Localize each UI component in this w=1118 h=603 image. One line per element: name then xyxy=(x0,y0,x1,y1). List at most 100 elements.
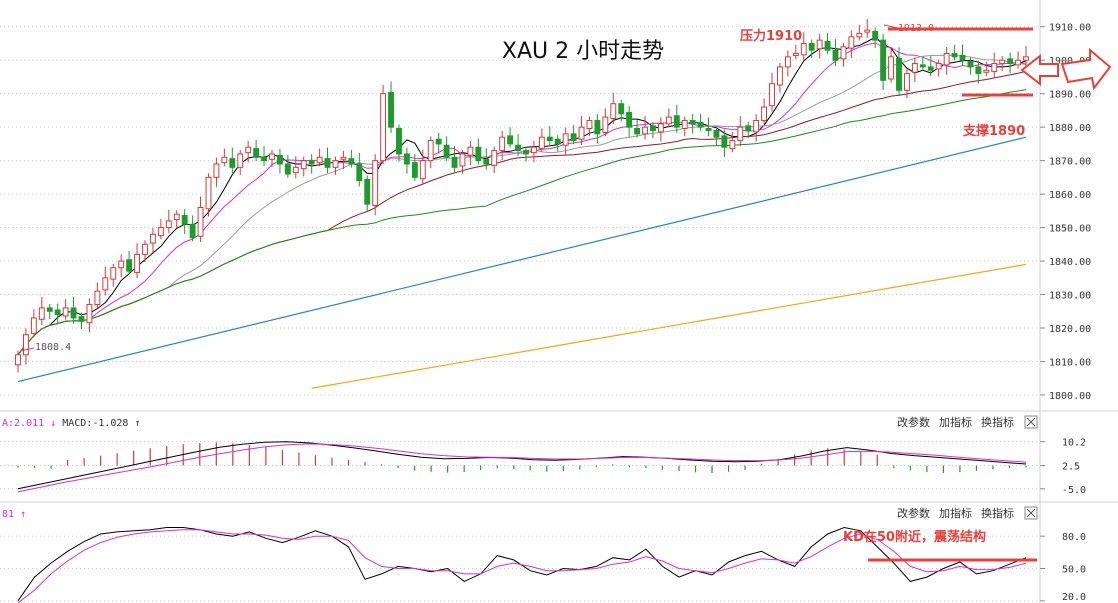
candlestick xyxy=(777,62,783,93)
candle-body xyxy=(729,140,736,150)
candle-body xyxy=(94,290,101,306)
main-tick-label: 1880.00 xyxy=(1049,123,1091,134)
low-marker-arrow xyxy=(19,347,35,352)
macd-value-label: MACD:-1.028 xyxy=(62,418,128,429)
candle-body xyxy=(475,146,482,162)
candlestick xyxy=(650,121,656,139)
candlestick xyxy=(126,251,133,275)
candle-body xyxy=(983,69,990,73)
candlestick xyxy=(380,84,387,165)
candle-body xyxy=(229,158,236,168)
main-tick-label: 1890.00 xyxy=(1049,90,1091,101)
candle-body xyxy=(483,158,490,165)
candlestick xyxy=(800,32,807,61)
chart-title: XAU 2 小时走势 xyxy=(502,39,664,64)
candle-body xyxy=(507,135,514,145)
candlestick xyxy=(888,48,895,83)
candlestick xyxy=(451,146,458,174)
candle-body xyxy=(610,103,617,119)
candle-body xyxy=(1015,59,1022,66)
candle-body xyxy=(713,130,720,138)
candlestick xyxy=(142,240,148,263)
moving-average-line xyxy=(17,89,1027,356)
kd-switch-indicator-button[interactable]: 换指标 xyxy=(981,506,1014,520)
candlestick xyxy=(578,116,585,145)
macd-switch-indicator-button[interactable]: 换指标 xyxy=(981,415,1014,429)
candlestick xyxy=(792,44,799,60)
candlestick xyxy=(229,147,236,174)
candle-body xyxy=(411,162,418,178)
candlestick xyxy=(681,116,688,137)
main-y-axis: 1910.00 1900.00 1890.00 1880.00 1870.00 1860.… xyxy=(1040,23,1091,402)
candlestick xyxy=(221,148,228,167)
main-tick-label: 1820.00 xyxy=(1049,324,1091,335)
candlestick xyxy=(483,148,490,170)
candlestick xyxy=(340,150,347,170)
candle-body xyxy=(650,125,656,132)
candle-body xyxy=(896,57,902,91)
candle-body xyxy=(602,116,609,134)
main-tick-label: 1910.00 xyxy=(1049,23,1091,34)
candlestick xyxy=(515,134,521,157)
trend-line xyxy=(17,136,1027,383)
candlestick xyxy=(86,298,93,333)
macd-close-icon[interactable] xyxy=(1026,417,1036,427)
candlestick xyxy=(157,218,164,240)
macd-add-indicator-button[interactable]: 加指标 xyxy=(939,415,972,429)
kd-annotation-label: KD在50附近，震荡结构 xyxy=(843,529,986,545)
candle-body xyxy=(189,223,196,239)
kd-modify-params-button[interactable]: 改参数 xyxy=(897,506,930,520)
candle-body xyxy=(213,163,220,178)
macd-header-label: A:2.011 ↓ MACD:-1.028 ↑ xyxy=(2,418,141,429)
candlestick xyxy=(276,148,283,174)
candlestick xyxy=(896,47,902,97)
macd-tick-label: 2.5 xyxy=(1062,462,1080,473)
candlestick xyxy=(951,44,958,61)
candle-body xyxy=(594,119,601,135)
candle-body xyxy=(205,176,212,210)
candle-body xyxy=(967,61,974,68)
kd-header-label: 81 ↑ xyxy=(2,509,26,520)
candlestick xyxy=(705,117,712,137)
kd-add-indicator-button[interactable]: 加指标 xyxy=(939,506,972,520)
candlestick xyxy=(824,32,831,54)
candlestick xyxy=(435,132,442,154)
kd-value-label: 81 xyxy=(2,509,14,520)
candlestick xyxy=(729,131,736,153)
candle-body xyxy=(848,36,855,49)
kd-close-icon[interactable] xyxy=(1026,508,1036,518)
up-arrow-icon: ↑ xyxy=(128,418,140,429)
candlestick xyxy=(784,50,791,77)
candlestick xyxy=(237,149,244,176)
macd-modify-params-button[interactable]: 改参数 xyxy=(897,415,930,429)
candlestick xyxy=(959,44,966,66)
macd-line xyxy=(17,441,1027,490)
candle-body xyxy=(1007,58,1014,65)
candlestick xyxy=(403,147,410,174)
candlestick xyxy=(332,156,339,176)
candlestick xyxy=(427,136,434,169)
kd-line xyxy=(17,526,1027,602)
kd-gridlines xyxy=(0,535,1040,602)
candle-body xyxy=(999,59,1006,65)
candle-body xyxy=(689,119,696,125)
kd-close-button[interactable] xyxy=(1024,506,1038,520)
candlestick xyxy=(927,55,934,76)
candlestick xyxy=(697,113,704,131)
candle-body xyxy=(792,53,799,57)
candle-body xyxy=(753,119,760,133)
candle-body xyxy=(38,307,45,320)
macd-close-button[interactable] xyxy=(1024,415,1038,429)
candlestick xyxy=(530,140,537,163)
main-tick-label: 1850.00 xyxy=(1049,224,1091,235)
candle-body xyxy=(276,154,283,165)
candlestick xyxy=(149,227,156,253)
candlestick xyxy=(904,69,910,99)
candle-body xyxy=(86,304,93,324)
kd-tick-label: 80.0 xyxy=(1062,532,1086,543)
candlestick xyxy=(419,149,426,185)
candle-body xyxy=(491,150,498,166)
candlestick xyxy=(975,60,982,84)
kd-up-arrow-icon: ↑ xyxy=(14,509,26,520)
moving-average-line xyxy=(17,42,1027,356)
